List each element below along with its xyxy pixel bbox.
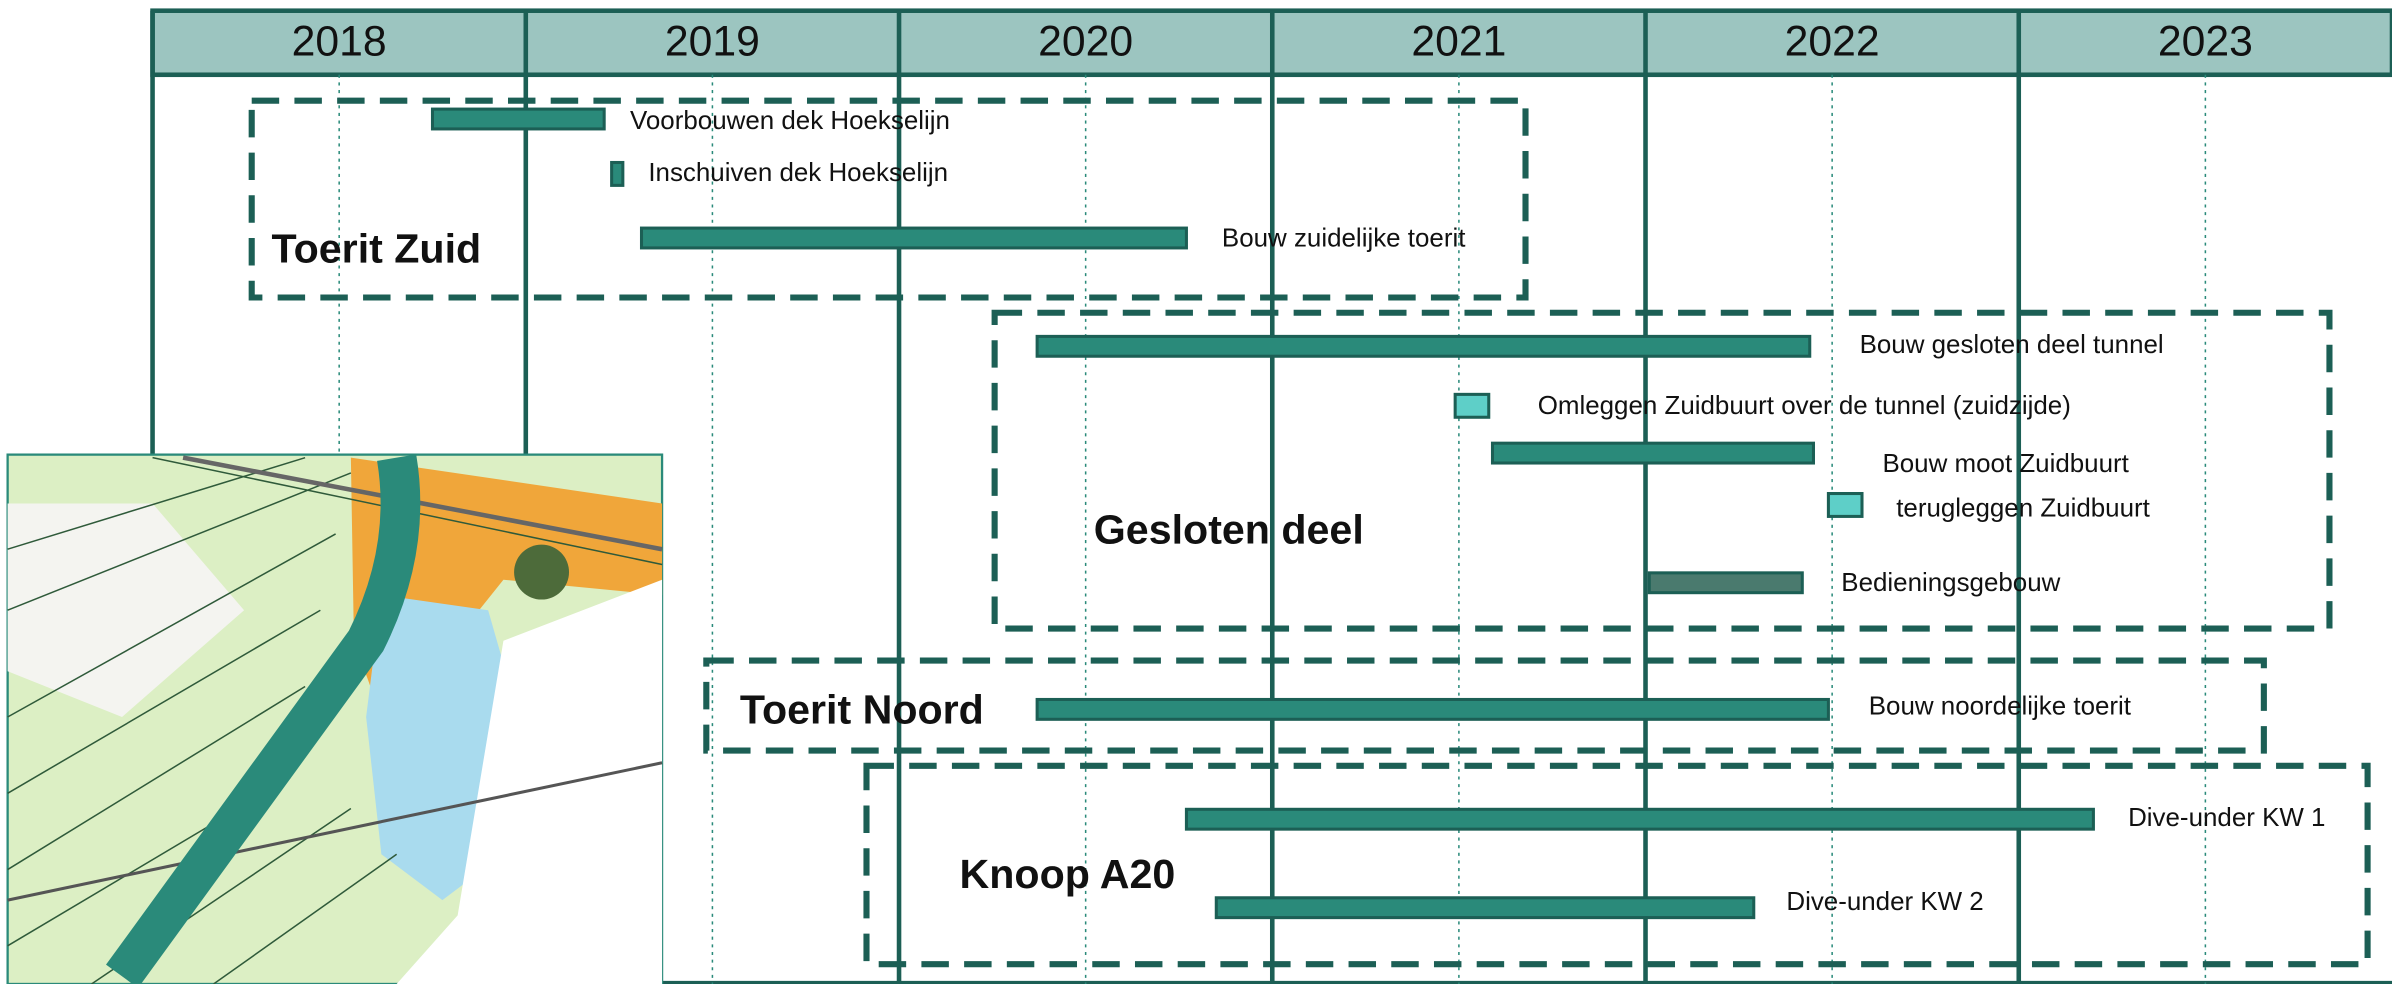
task-bar (1490, 441, 1816, 465)
task-label: Bedieningsgebouw (1841, 569, 2060, 597)
map-white-2 (396, 579, 663, 984)
task-bar (1453, 392, 1491, 419)
map-circle (514, 544, 570, 600)
task-label: Voorbouwen dek Hoekselijn (630, 107, 950, 135)
group-label: Toerit Zuid (272, 226, 482, 272)
group-boxes (248, 97, 2371, 968)
task-label: Bouw moot Zuidbuurt (1882, 450, 2129, 478)
group-label: Knoop A20 (960, 851, 1176, 897)
group-box (991, 309, 2333, 632)
task-label: Bouw zuidelijke toerit (1222, 224, 1466, 252)
year-label: 2018 (292, 18, 387, 66)
group-box (703, 657, 2267, 754)
task-label: terugleggen Zuidbuurt (1896, 494, 2150, 522)
group-box (863, 762, 2371, 968)
task-label: Inschuiven dek Hoekselijn (648, 159, 948, 187)
year-label: 2020 (1038, 18, 1133, 66)
year-label: 2021 (1411, 18, 1506, 66)
task-bar (430, 107, 606, 131)
map (6, 453, 664, 984)
task-label: Omleggen Zuidbuurt over de tunnel (zuidz… (1538, 392, 2071, 420)
bars (430, 107, 2095, 920)
task-bar (1647, 571, 1804, 595)
group-label: Toerit Noord (740, 686, 984, 732)
task-bar (1035, 697, 1830, 721)
task-bar (610, 160, 625, 187)
task-bar (639, 226, 1188, 250)
year-label: 2019 (665, 18, 760, 66)
group-box (248, 97, 1529, 301)
task-bar (1035, 334, 1812, 358)
map-tunnel (106, 454, 421, 984)
year-label: 2023 (2158, 18, 2253, 66)
group-label: Gesloten deel (1094, 506, 1364, 552)
task-bar (1214, 896, 1756, 920)
task-label: Bouw noordelijke toerit (1869, 693, 2132, 721)
task-label: Dive-under KW 2 (1786, 888, 1983, 916)
map-white (7, 503, 245, 718)
task-bar (1184, 807, 2095, 831)
task-label: Dive-under KW 1 (2128, 804, 2325, 832)
task-bar (1826, 492, 1864, 518)
labels: 2018 2019 2020 2021 2022 2023 Toerit Zuid Voorb… (272, 18, 2326, 916)
year-label: 2022 (1785, 18, 1880, 66)
task-label: Bouw gesloten deel tunnel (1860, 331, 2164, 359)
